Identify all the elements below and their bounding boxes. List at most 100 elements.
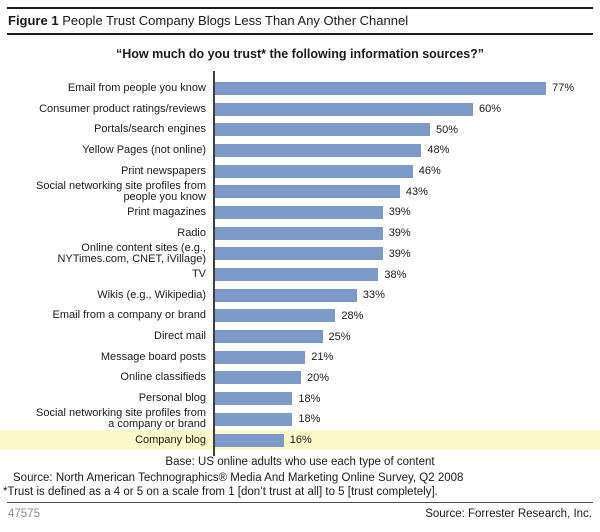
row-bar-area: 46% <box>213 161 600 182</box>
chart-row: Company blog 16% <box>0 429 600 451</box>
row-value: 39% <box>388 206 411 219</box>
row-label: Portals/search engines <box>94 123 206 136</box>
chart-row: Message board posts 21% <box>0 347 600 368</box>
survey-source-line: Source: North American Technographics® M… <box>13 472 464 484</box>
row-value: 46% <box>418 165 441 178</box>
row-label: Social networking site profiles from peop… <box>36 179 206 203</box>
row-bar <box>215 392 293 406</box>
row-label: Direct mail <box>154 330 206 343</box>
row-bar-area: 43% <box>213 181 600 202</box>
chart-row: Email from people you know 77% <box>0 78 600 99</box>
forrester-source: Source: Forrester Research, Inc. <box>425 508 592 520</box>
row-bar <box>215 247 383 261</box>
row-value: 60% <box>479 103 502 116</box>
row-bar <box>215 288 357 302</box>
row-value: 48% <box>427 144 450 157</box>
row-value: 43% <box>405 185 428 198</box>
chart-axis-line <box>213 71 215 456</box>
chart-row: Online classifieds 20% <box>0 368 600 389</box>
row-label: Wikis (e.g., Wikipedia) <box>97 288 206 301</box>
row-bar <box>215 102 473 116</box>
row-value: 28% <box>341 309 364 322</box>
row-bar-area: 25% <box>213 326 600 347</box>
row-bar-area: 38% <box>213 264 600 285</box>
row-label: Personal blog <box>138 392 206 405</box>
chart-row: Yellow Pages (not online) 48% <box>0 140 600 161</box>
row-label: TV <box>191 268 206 281</box>
row-value: 21% <box>311 351 334 364</box>
row-bar <box>215 330 323 344</box>
row-bar-area: 28% <box>213 306 600 327</box>
row-bar <box>215 185 400 199</box>
source-block: Source: North American Technographics® M… <box>3 471 593 499</box>
chart-row: Wikis (e.g., Wikipedia) 33% <box>0 285 600 306</box>
row-bar <box>215 226 383 240</box>
row-bar <box>215 143 422 157</box>
chart-row: Consumer product ratings/reviews 60% <box>0 99 600 120</box>
footer-divider <box>7 502 593 503</box>
chart-row: TV 38% <box>0 264 600 285</box>
trust-footnote: *Trust is defined as a 4 or 5 on a scale… <box>3 486 438 498</box>
row-bar <box>215 350 306 364</box>
row-bar-area: 21% <box>213 347 600 368</box>
chart-row: Direct mail 25% <box>0 326 600 347</box>
row-bar <box>215 433 284 447</box>
row-bar-area: 60% <box>213 99 600 120</box>
row-bar-area: 18% <box>213 388 600 409</box>
chart-row: Social networking site profiles from a co… <box>0 408 600 430</box>
row-bar <box>215 309 336 323</box>
row-bar-area: 77% <box>213 78 600 99</box>
row-bar-area: 18% <box>213 409 600 430</box>
row-bar-area: 16% <box>213 430 600 451</box>
row-value: 18% <box>298 413 321 426</box>
figure-label: Figure 1 <box>8 13 59 28</box>
row-label: Online content sites (e.g., NYTimes.com, … <box>57 241 206 265</box>
chart-subtitle: “How much do you trust* the following in… <box>115 47 485 61</box>
row-label: Radio <box>177 226 206 239</box>
chart-row: Personal blog 18% <box>0 388 600 409</box>
chart-row: Online content sites (e.g., NYTimes.com, … <box>0 241 600 265</box>
chart-row: Print magazines 39% <box>0 202 600 223</box>
row-label: Consumer product ratings/reviews <box>39 102 206 115</box>
row-value: 38% <box>384 268 407 281</box>
row-value: 39% <box>388 227 411 240</box>
row-bar <box>215 81 547 95</box>
chart-row: Email from a company or brand 28% <box>0 306 600 327</box>
row-bar-area: 50% <box>213 119 600 140</box>
row-bar-area: 33% <box>213 285 600 306</box>
row-label: Online classifieds <box>120 371 206 384</box>
chart-row: Portals/search engines 50% <box>0 119 600 140</box>
row-bar <box>215 123 430 137</box>
row-bar-area: 39% <box>213 202 600 223</box>
row-label: Email from people you know <box>67 81 206 94</box>
row-label: Email from a company or brand <box>52 309 206 322</box>
row-label: Print newspapers <box>121 164 206 177</box>
row-bar <box>215 412 293 426</box>
row-bar <box>215 371 301 385</box>
row-value: 25% <box>328 330 351 343</box>
figure-title: Figure 1 People Trust Company Blogs Less… <box>7 7 593 35</box>
row-bar <box>215 205 383 219</box>
row-bar-area: 48% <box>213 140 600 161</box>
row-bar <box>215 268 379 282</box>
row-label: Message board posts <box>100 350 206 363</box>
bar-chart: Email from people you know 77% Consumer … <box>0 78 600 451</box>
row-bar <box>215 164 413 178</box>
chart-row: Radio 39% <box>0 223 600 244</box>
row-value: 50% <box>436 123 459 136</box>
chart-row: Print newspapers 46% <box>0 161 600 182</box>
chart-row: Social networking site profiles from peop… <box>0 179 600 203</box>
row-label: Print magazines <box>127 205 206 218</box>
row-bar-area: 20% <box>213 368 600 389</box>
row-value: 77% <box>552 82 575 95</box>
figure-title-text: People Trust Company Blogs Less Than Any… <box>58 13 409 28</box>
base-note: Base: US online adults who use each type… <box>165 456 435 468</box>
document-number: 47575 <box>8 508 40 520</box>
row-value: 16% <box>289 434 312 447</box>
row-label: Yellow Pages (not online) <box>82 143 206 156</box>
chart-rows: Email from people you know 77% Consumer … <box>0 78 600 451</box>
row-value: 33% <box>362 289 385 302</box>
row-bar-area: 39% <box>213 244 600 265</box>
footer-row: 47575 Source: Forrester Research, Inc. <box>8 508 592 520</box>
